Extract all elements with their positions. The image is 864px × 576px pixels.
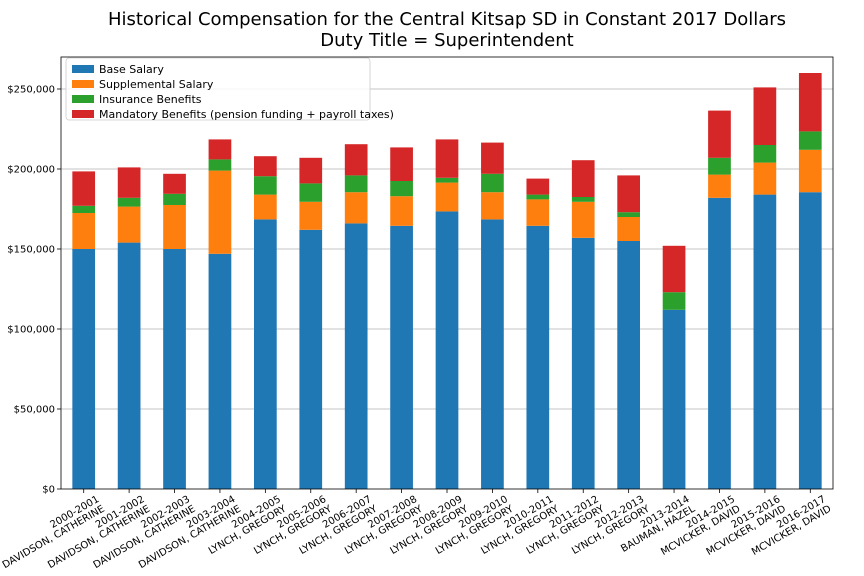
bar-segment bbox=[163, 205, 186, 249]
legend-label: Insurance Benefits bbox=[99, 93, 202, 106]
bar-segment bbox=[390, 225, 413, 490]
bar-segment bbox=[344, 144, 368, 176]
bar-segment bbox=[299, 183, 323, 202]
legend-label: Base Salary bbox=[99, 63, 164, 76]
bar-segment bbox=[72, 249, 96, 489]
bar-segment bbox=[708, 110, 731, 158]
bar-segment bbox=[481, 173, 504, 193]
bar-segment bbox=[117, 167, 141, 198]
legend-swatch bbox=[72, 110, 94, 118]
bar-segment bbox=[435, 182, 459, 212]
bar-segment bbox=[208, 253, 232, 489]
bar-segment bbox=[208, 159, 232, 171]
y-tick-label: $50,000 bbox=[14, 405, 55, 416]
bar-segment bbox=[254, 176, 277, 195]
chart-title: Historical Compensation for the Central … bbox=[108, 9, 786, 30]
bar-segment bbox=[390, 196, 413, 226]
bar-segment bbox=[798, 131, 822, 150]
legend-label: Mandatory Benefits (pension funding + pa… bbox=[99, 108, 394, 121]
bar-segment bbox=[662, 245, 686, 293]
y-tick-label: $250,000 bbox=[7, 85, 55, 96]
bar-segment bbox=[526, 194, 550, 200]
bar-segment bbox=[753, 145, 777, 163]
bar-segment bbox=[617, 217, 640, 241]
bar-segment bbox=[344, 192, 368, 224]
bar-segment bbox=[571, 237, 595, 489]
bar-segment bbox=[617, 212, 640, 217]
bar-segment bbox=[254, 219, 277, 489]
bar-segment bbox=[254, 194, 277, 220]
bar-segment bbox=[117, 242, 141, 489]
bar-segment bbox=[571, 201, 595, 238]
bar-segment bbox=[72, 205, 96, 213]
axes-frame bbox=[60, 56, 834, 490]
bar-segment bbox=[72, 171, 96, 206]
bar-segment bbox=[708, 174, 731, 198]
bar-segment bbox=[753, 162, 777, 195]
bar-segment bbox=[208, 139, 232, 160]
bar-segment bbox=[163, 249, 186, 489]
bar-segment bbox=[481, 142, 504, 174]
bar-segment bbox=[798, 149, 822, 193]
bar-segment bbox=[299, 201, 323, 230]
bar-segment bbox=[344, 223, 368, 489]
bar-segment bbox=[481, 192, 504, 220]
bar-segment bbox=[753, 87, 777, 145]
bar-segment bbox=[117, 197, 141, 207]
bar-segment bbox=[390, 147, 413, 181]
bar-segment bbox=[526, 225, 550, 490]
legend: Base Salary Supplemental Salary Insurance … bbox=[65, 57, 394, 121]
y-tick-label: $150,000 bbox=[7, 245, 55, 256]
bar-segment bbox=[571, 197, 595, 202]
legend-swatch bbox=[72, 80, 94, 88]
bar-segment bbox=[662, 309, 686, 489]
bar-segment bbox=[435, 177, 459, 183]
bar-segment bbox=[617, 241, 640, 489]
bar-segment bbox=[390, 181, 413, 197]
bar-segment bbox=[571, 160, 595, 197]
legend-swatch bbox=[72, 65, 94, 73]
bar-segment bbox=[708, 157, 731, 175]
bar-segment bbox=[435, 139, 459, 178]
bar-segment bbox=[299, 229, 323, 490]
bar-segment bbox=[798, 73, 822, 132]
legend-label: Supplemental Salary bbox=[99, 78, 214, 91]
bar-segment bbox=[117, 206, 141, 243]
bar-segment bbox=[72, 213, 96, 249]
bar-segment bbox=[798, 192, 822, 489]
bar-segment bbox=[481, 219, 504, 489]
y-tick-label: $200,000 bbox=[7, 165, 55, 176]
legend-box bbox=[65, 57, 371, 121]
y-tick-label: $100,000 bbox=[7, 325, 55, 336]
chart-subtitle: Duty Title = Superintendent bbox=[320, 30, 573, 51]
bar-segment bbox=[299, 157, 323, 184]
bar-segment bbox=[344, 175, 368, 193]
bar-segment bbox=[163, 173, 186, 194]
bar-segment bbox=[753, 194, 777, 489]
bar-segment bbox=[254, 156, 277, 177]
bar-segment bbox=[662, 292, 686, 310]
bar-segment bbox=[526, 178, 550, 195]
y-tick-label: $0 bbox=[42, 485, 55, 496]
legend-swatch bbox=[72, 95, 94, 103]
bar-segment bbox=[163, 193, 186, 205]
bar-segment bbox=[208, 170, 232, 254]
bar-segment bbox=[708, 197, 731, 490]
bar-segment bbox=[435, 211, 459, 489]
bar-segment bbox=[526, 199, 550, 226]
bar-segment bbox=[617, 175, 640, 213]
